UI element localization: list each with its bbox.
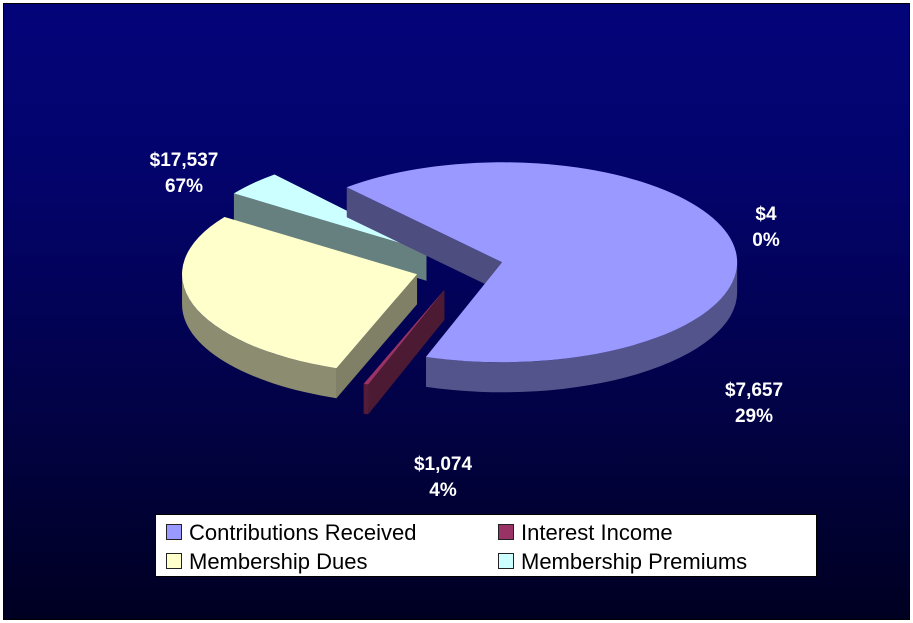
legend-label-contributions: Contributions Received: [189, 520, 417, 545]
data-label-interest: $4 0%: [736, 202, 796, 254]
percent-label-interest: 0%: [752, 230, 780, 251]
legend-label-premiums: Membership Premiums: [521, 549, 748, 574]
data-label-dues: $7,657 29%: [709, 378, 799, 430]
pie-chart: [182, 162, 738, 415]
value-label-contributions: $17,537: [149, 150, 219, 171]
data-label-contributions: $17,537 67%: [129, 148, 239, 200]
pie-slice-contributions: [346, 162, 738, 363]
value-label-dues: $7,657: [724, 380, 784, 401]
legend-item-premiums: Membership Premiums: [498, 549, 747, 575]
legend-swatch-dues: [166, 553, 182, 570]
legend-item-dues: Membership Dues: [166, 549, 368, 575]
legend-label-dues: Membership Dues: [189, 549, 368, 574]
legend: Contributions Received Interest Income M…: [155, 514, 817, 577]
pie-slice-interest: [363, 289, 445, 385]
legend-label-interest: Interest Income: [521, 520, 673, 545]
pie-slice-interest-side: [363, 289, 445, 415]
legend-swatch-interest: [498, 524, 514, 541]
chart-area: $17,537 67% $4 0% $7,657 29% $1,074 4% C…: [3, 3, 910, 620]
legend-item-contributions: Contributions Received: [166, 520, 416, 546]
percent-label-contributions: 67%: [164, 176, 204, 197]
percent-label-dues: 29%: [734, 406, 774, 427]
data-label-premiums: $1,074 4%: [393, 452, 493, 504]
legend-swatch-premiums: [498, 553, 514, 570]
value-label-premiums: $1,074: [413, 454, 473, 475]
legend-item-interest: Interest Income: [498, 520, 673, 546]
legend-swatch-contributions: [166, 524, 182, 541]
value-label-interest: $4: [755, 204, 777, 225]
pie-slice-dues: [182, 216, 418, 369]
percent-label-premiums: 4%: [429, 480, 457, 501]
